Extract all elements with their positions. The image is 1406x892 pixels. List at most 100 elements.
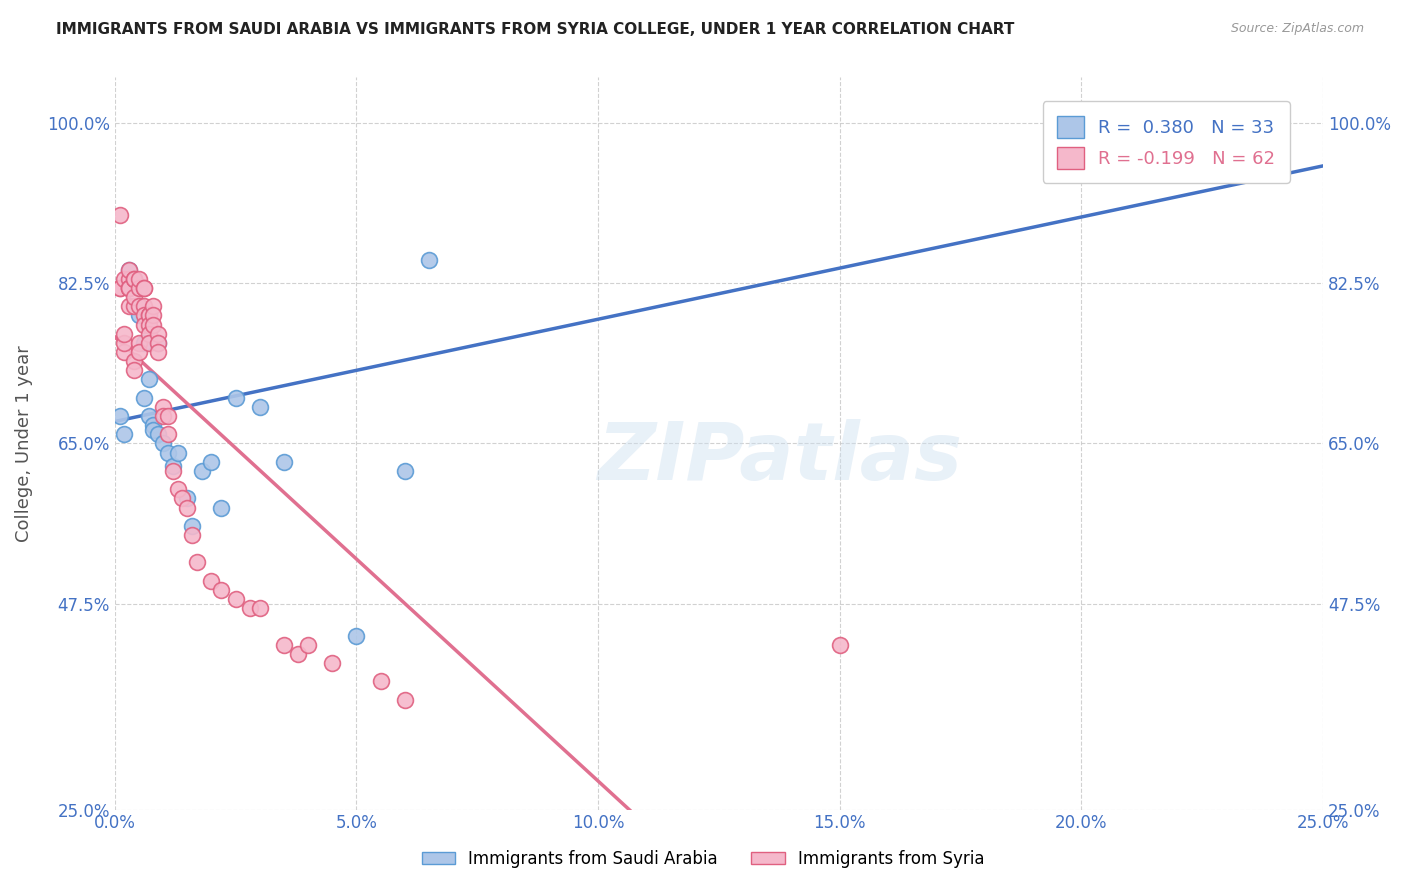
Point [118,281,141,295]
Point [128,281,150,295]
Point [297,638,319,652]
Point [181,528,204,542]
Point [122,272,145,286]
Point [132,318,155,332]
Point [112,326,135,341]
Point [148,335,170,350]
Point [166,445,188,459]
Point [138,335,160,350]
Point [118,281,141,295]
Point [142,418,165,433]
Point [118,281,141,295]
Point [132,309,155,323]
Point [138,318,160,332]
Point [138,409,160,423]
Point [273,638,295,652]
Text: IMMIGRANTS FROM SAUDI ARABIA VS IMMIGRANTS FROM SYRIA COLLEGE, UNDER 1 YEAR CORR: IMMIGRANTS FROM SAUDI ARABIA VS IMMIGRAN… [56,22,1015,37]
Point [142,318,165,332]
Point [249,601,271,615]
Point [138,309,160,323]
Point [200,455,222,469]
Point [138,309,160,323]
Point [828,638,851,652]
Point [156,445,179,459]
Point [152,400,174,414]
Point [186,556,208,570]
Point [128,299,150,313]
Point [176,500,198,515]
Point [132,391,155,405]
Point [148,427,170,442]
Point [148,345,170,359]
Point [1119,153,1142,167]
Point [122,299,145,313]
Point [118,272,141,286]
Point [112,345,135,359]
Point [225,592,247,607]
Point [128,272,150,286]
Point [162,464,184,478]
Legend: Immigrants from Saudi Arabia, Immigrants from Syria: Immigrants from Saudi Arabia, Immigrants… [415,844,991,875]
Point [132,281,155,295]
Point [138,372,160,386]
Point [112,427,135,442]
Point [394,464,416,478]
Point [118,262,141,277]
Point [166,482,188,496]
Point [239,601,262,615]
Point [148,335,170,350]
Point [156,427,179,442]
Text: ZIPatlas: ZIPatlas [598,419,962,497]
Point [176,491,198,506]
Point [181,519,204,533]
Point [394,692,416,706]
Point [142,423,165,437]
Point [152,436,174,450]
Point [112,335,135,350]
Point [370,674,392,689]
Point [152,409,174,423]
Point [225,391,247,405]
Point [156,409,179,423]
Point [162,459,184,474]
Point [148,326,170,341]
Point [118,262,141,277]
Point [142,309,165,323]
Point [132,335,155,350]
Point [273,455,295,469]
Point [346,629,368,643]
Point [108,208,131,222]
Text: Source: ZipAtlas.com: Source: ZipAtlas.com [1230,22,1364,36]
Point [172,491,194,506]
Point [128,335,150,350]
Point [122,272,145,286]
Point [128,309,150,323]
Point [418,253,440,268]
Point [128,345,150,359]
Legend: R =  0.380   N = 33, R = -0.199   N = 62: R = 0.380 N = 33, R = -0.199 N = 62 [1042,101,1289,183]
Point [321,656,343,670]
Point [200,574,222,588]
Point [112,272,135,286]
Point [190,464,212,478]
Point [108,409,131,423]
Point [132,299,155,313]
Point [122,354,145,368]
Point [249,400,271,414]
Point [1070,144,1092,158]
Point [118,281,141,295]
Point [287,647,309,661]
Point [108,281,131,295]
Point [142,299,165,313]
Point [122,363,145,377]
Point [138,326,160,341]
Point [209,500,232,515]
Point [209,582,232,597]
Y-axis label: College, Under 1 year: College, Under 1 year [15,345,32,541]
Point [108,281,131,295]
Point [128,299,150,313]
Point [132,281,155,295]
Point [128,281,150,295]
Point [122,272,145,286]
Point [122,290,145,304]
